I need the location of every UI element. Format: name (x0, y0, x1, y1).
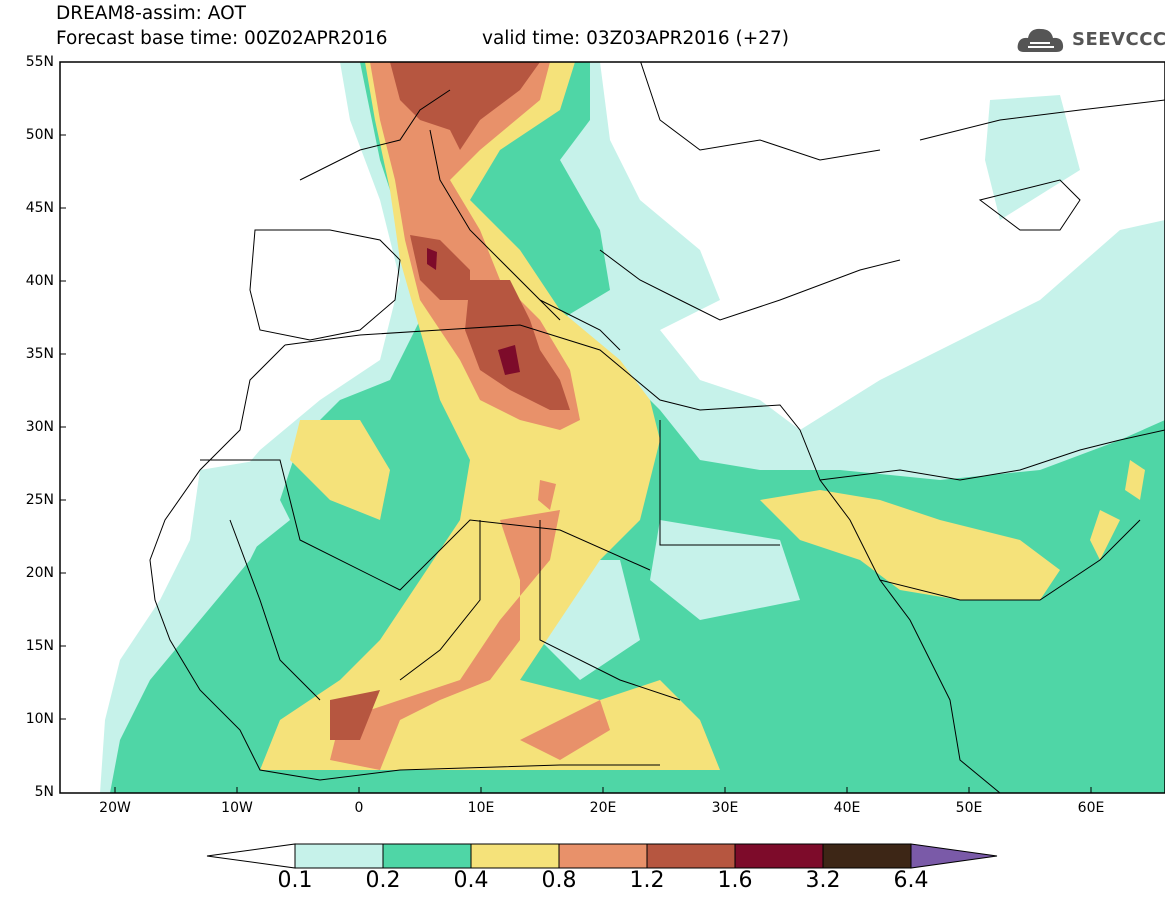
logo-text: SEEVCCC (1072, 29, 1165, 50)
lat-label: 25N (25, 492, 54, 508)
colorbar-label: 1.2 (629, 868, 665, 893)
lat-label: 45N (25, 200, 54, 216)
lat-label: 35N (25, 346, 54, 362)
map-title: DREAM8-assim: AOT (56, 3, 246, 24)
colorbar-bin-3 (470, 843, 560, 869)
lon-label: 20E (589, 800, 617, 816)
lon-label: 60E (1077, 800, 1105, 816)
colorbar-label: 6.4 (893, 868, 929, 893)
colorbar-label: 0.8 (541, 868, 577, 893)
lon-label: 0 (354, 800, 364, 816)
colorbar-label: 3.2 (805, 868, 841, 893)
colorbar-bin-4 (558, 843, 648, 869)
lon-label: 10E (467, 800, 495, 816)
lat-label: 20N (25, 565, 54, 581)
aot-band-moderate-west (290, 420, 390, 520)
seevccc-logo: SEEVCCC (1016, 20, 1165, 64)
aot-band-very-high (390, 62, 540, 150)
colorbar-bin-5 (646, 843, 736, 869)
colorbar-label: 1.6 (717, 868, 753, 893)
aot-band-extreme (427, 248, 437, 270)
coastlines (149, 62, 1165, 793)
axis-ticks (60, 61, 1092, 793)
lat-label: 15N (25, 638, 54, 654)
colorbar-label: 0.4 (453, 868, 489, 893)
lat-label: 55N (25, 54, 54, 70)
lat-label: 50N (25, 127, 54, 143)
colorbar-under-arrow (206, 843, 296, 869)
lat-label: 30N (25, 419, 54, 435)
lon-label: 10W (221, 800, 253, 816)
colorbar (206, 843, 998, 869)
forecast-base-time: Forecast base time: 00Z02APR2016 (56, 28, 388, 49)
aot-band-moderate (260, 62, 720, 770)
aot-band-low-east (985, 95, 1080, 220)
lat-label: 10N (25, 711, 54, 727)
colorbar-bin-6 (734, 843, 824, 869)
lat-label: 5N (34, 784, 54, 800)
lat-label: 40N (25, 273, 54, 289)
colorbar-label: 0.1 (277, 868, 313, 893)
lon-label: 40E (833, 800, 861, 816)
aot-band-high-south (330, 510, 560, 770)
colorbar-over-arrow (910, 843, 998, 869)
colorbar-bin-1 (294, 843, 384, 869)
colorbar-bin-2 (382, 843, 472, 869)
valid-time: valid time: 03Z03APR2016 (+27) (482, 28, 789, 49)
lon-label: 20W (99, 800, 131, 816)
cloud-icon (1017, 28, 1064, 52)
colorbar-bin-7 (822, 843, 912, 869)
lon-label: 50E (955, 800, 983, 816)
lon-label: 30E (711, 800, 739, 816)
colorbar-label: 0.2 (365, 868, 401, 893)
aot-band-moderate-arabia (760, 490, 1060, 600)
aot-field (100, 62, 1165, 793)
